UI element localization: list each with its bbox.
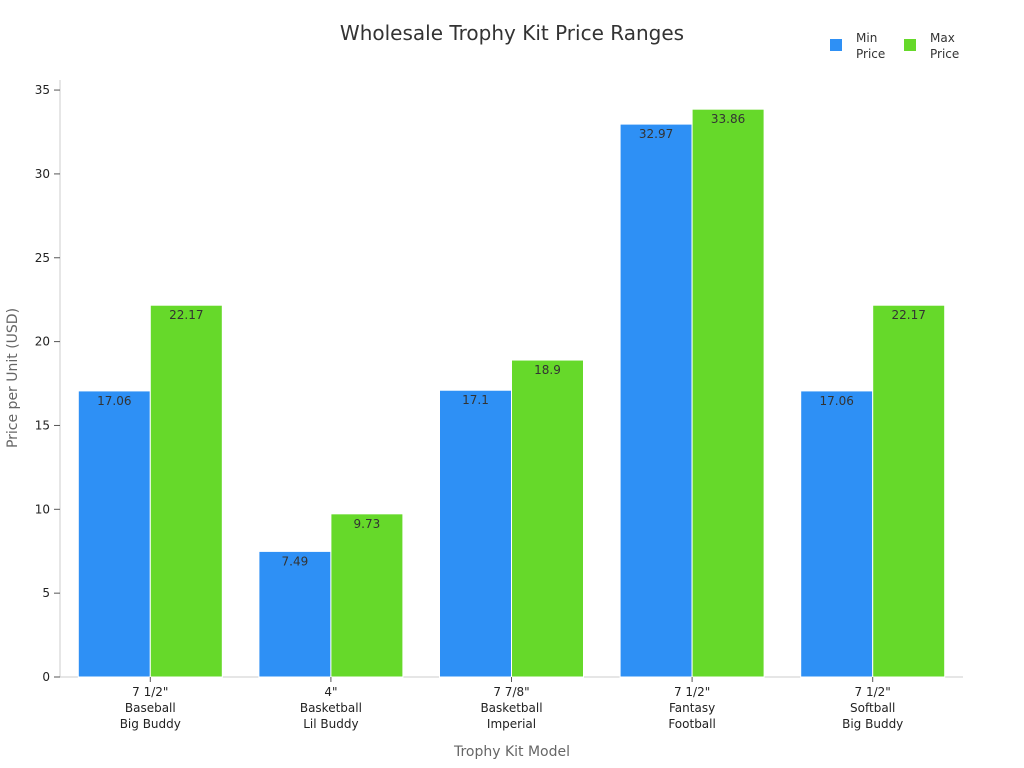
y-axis-title: Price per Unit (USD) <box>5 308 21 448</box>
x-tick-label-line: Basketball <box>480 701 542 715</box>
bar-min-price <box>800 390 874 678</box>
x-axis-ticks: 7 1/2" Baseball Big Buddy 4" Basketball Lil B… <box>120 677 903 731</box>
y-tick-label: 35 <box>35 83 50 97</box>
x-tick-label-line: Baseball <box>125 701 176 715</box>
x-tick-label: 7 7/8" Basketball Imperial <box>480 685 542 731</box>
x-tick-label-line: 7 1/2" <box>132 685 168 699</box>
legend-label-line: Min <box>856 31 877 45</box>
y-tick-label: 5 <box>42 586 50 600</box>
y-tick-label: 30 <box>35 167 50 181</box>
legend-label: Min Price <box>856 31 885 61</box>
bar-max-price <box>511 359 584 678</box>
bars: 17.06 22.17 7.49 9.73 17.1 18.9 32.97 33.86 17.0… <box>77 108 946 678</box>
legend-swatch-min-price <box>830 39 842 51</box>
bar-max-price <box>691 108 765 678</box>
legend: Min Price Max Price <box>830 31 959 61</box>
bar-value-label: 33.86 <box>711 112 745 126</box>
y-tick-label: 25 <box>35 251 50 265</box>
bar-min-price <box>439 389 512 678</box>
x-tick-label: 7 1/2" Baseball Big Buddy <box>120 685 181 731</box>
x-tick-label-line: 4" <box>324 685 337 699</box>
bar-value-label: 22.17 <box>892 308 926 322</box>
x-tick-label-line: Lil Buddy <box>303 717 358 731</box>
bar-max-price <box>872 304 946 678</box>
bar-value-label: 7.49 <box>282 554 309 568</box>
y-tick-label: 0 <box>42 670 50 684</box>
legend-swatch-max-price <box>904 39 916 51</box>
x-axis-title: Trophy Kit Model <box>453 744 570 760</box>
legend-label-line: Price <box>930 47 959 61</box>
x-tick-label: 7 1/2" Softball Big Buddy <box>842 685 903 731</box>
bar-max-price <box>149 304 223 678</box>
bar-value-label: 32.97 <box>639 127 673 141</box>
legend-label: Max Price <box>930 31 959 61</box>
y-axis-ticks: 0 5 10 15 20 25 30 35 <box>35 83 60 684</box>
x-tick-label-line: 7 7/8" <box>493 685 529 699</box>
legend-label-line: Max <box>930 31 955 45</box>
bar-min-price <box>77 390 151 678</box>
legend-label-line: Price <box>856 47 885 61</box>
bar-value-label: 17.06 <box>820 394 854 408</box>
bar-value-label: 18.9 <box>534 363 561 377</box>
chart-title: Wholesale Trophy Kit Price Ranges <box>340 21 684 45</box>
x-tick-label-line: Imperial <box>487 717 536 731</box>
x-tick-label-line: Softball <box>850 701 895 715</box>
x-tick-label-line: Basketball <box>300 701 362 715</box>
bar-min-price <box>258 550 332 678</box>
y-tick-label: 20 <box>35 335 50 349</box>
x-tick-label-line: Big Buddy <box>120 717 181 731</box>
x-tick-label-line: Fantasy <box>669 701 715 715</box>
x-tick-label-line: Big Buddy <box>842 717 903 731</box>
x-tick-label: 4" Basketball Lil Buddy <box>300 685 362 731</box>
bar-value-label: 9.73 <box>354 517 381 531</box>
x-tick-label-line: Football <box>668 717 716 731</box>
bar-value-label: 17.06 <box>97 394 131 408</box>
x-tick-label-line: 7 1/2" <box>855 685 891 699</box>
y-tick-label: 15 <box>35 418 50 432</box>
x-tick-label-line: 7 1/2" <box>674 685 710 699</box>
bar-value-label: 22.17 <box>169 308 203 322</box>
bar-max-price <box>330 513 404 678</box>
bar-min-price <box>619 123 693 678</box>
bar-value-label: 17.1 <box>462 393 489 407</box>
x-tick-label: 7 1/2" Fantasy Football <box>668 685 716 731</box>
y-tick-label: 10 <box>35 502 50 516</box>
